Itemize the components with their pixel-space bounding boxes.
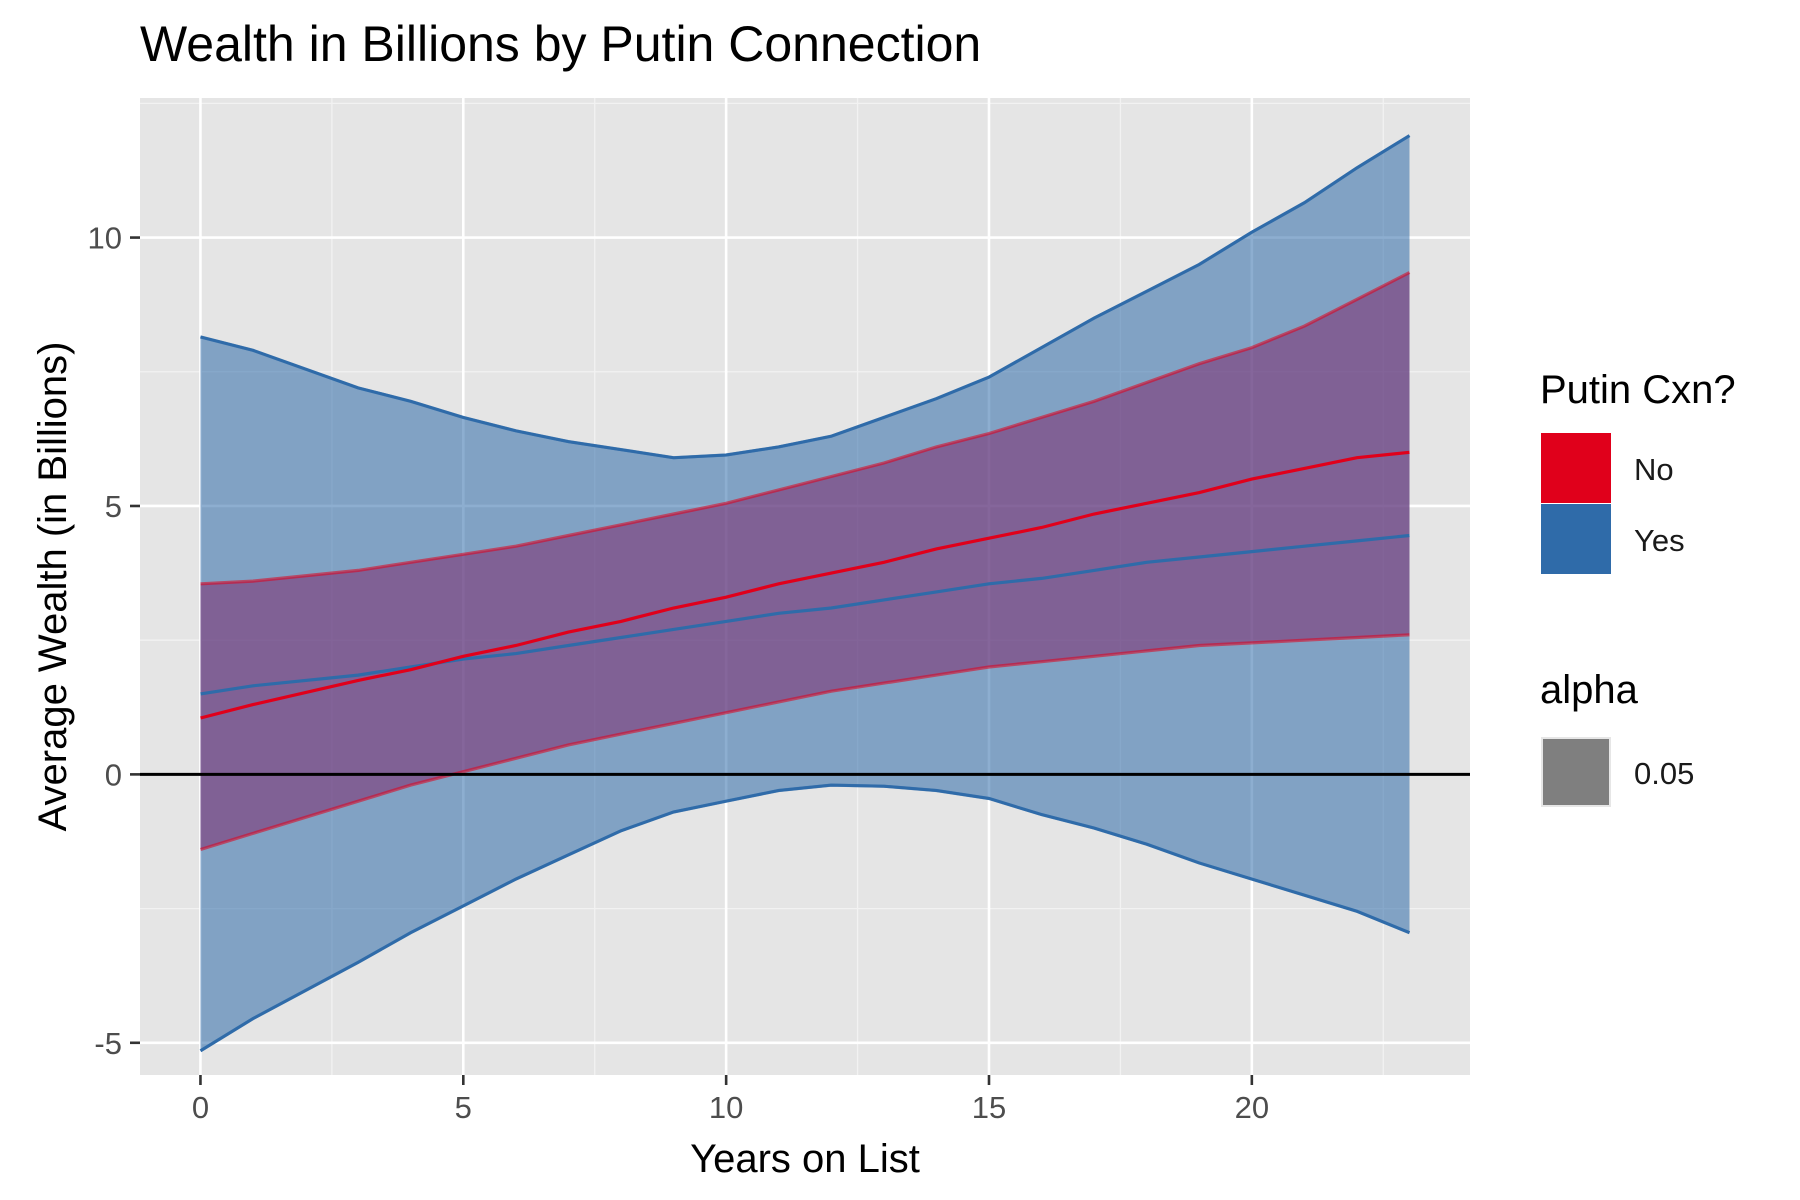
x-tick-label: 5 <box>455 1090 472 1125</box>
ribbon-no <box>200 272 1410 850</box>
chart-title: Wealth in Billions by Putin Connection <box>140 16 982 72</box>
y-axis: -5 0 5 10 <box>88 221 140 1061</box>
ribbon-lower-no <box>200 633 1410 852</box>
x-tick-label: 15 <box>972 1090 1006 1125</box>
legend-label-alpha: 0.05 <box>1634 756 1695 791</box>
x-tick-label: 0 <box>192 1090 209 1125</box>
legend-title-putin-cxn: Putin Cxn? <box>1540 368 1736 412</box>
legend-key-yes <box>1541 504 1611 574</box>
x-tick-label: 20 <box>1235 1090 1269 1125</box>
y-tick-label: 0 <box>105 757 122 792</box>
legend-key-no <box>1541 433 1611 503</box>
fit-line-no <box>200 450 1410 720</box>
y-tick-label: 10 <box>88 221 122 256</box>
legend-label-yes: Yes <box>1634 523 1685 558</box>
y-axis-label: Average Wealth (in Billions) <box>31 342 75 832</box>
y-tick-label: 5 <box>105 489 122 524</box>
legend-title-alpha: alpha <box>1540 668 1638 712</box>
y-tick-label: -5 <box>94 1026 122 1061</box>
x-axis-label: Years on List <box>690 1137 920 1181</box>
legend: Putin Cxn? No Yes alpha 0.05 <box>1540 0 1800 1200</box>
legend-label-no: No <box>1634 452 1674 487</box>
x-axis: 0 5 10 15 20 <box>192 1075 1269 1125</box>
x-tick-label: 10 <box>709 1090 743 1125</box>
band-edge-lower-yes <box>199 783 1411 1053</box>
ribbon-upper-no <box>200 271 1411 586</box>
legend-key-alpha <box>1541 737 1611 807</box>
band-edge-upper-yes <box>200 134 1411 460</box>
fit-lines <box>199 134 1411 1053</box>
